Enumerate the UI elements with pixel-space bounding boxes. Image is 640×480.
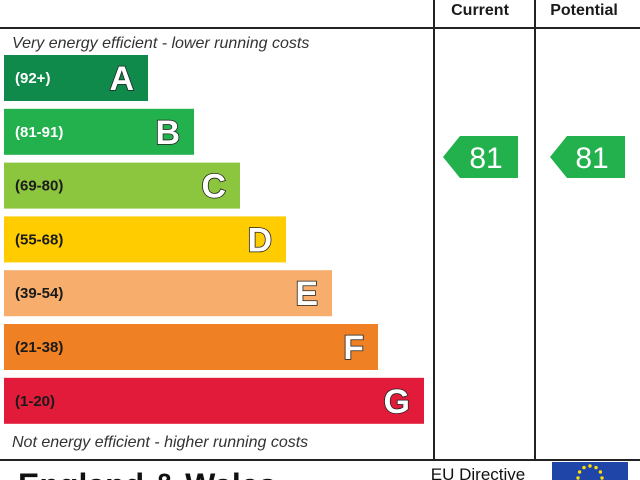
band-b: (81-91) B: [4, 108, 194, 155]
potential-rating-value: 81: [575, 142, 608, 175]
band-d: (55-68) D: [4, 216, 286, 263]
band-range-label: (92+): [15, 70, 50, 87]
current-rating-value: 81: [469, 142, 502, 175]
eu-star: [576, 476, 580, 480]
band-range-label: (69-80): [15, 178, 63, 195]
eu-star: [577, 470, 582, 474]
band-g: (1-20) G: [4, 377, 424, 424]
eu-star: [582, 465, 586, 470]
potential-rating-arrow: 81: [550, 136, 625, 178]
band-bar: [4, 162, 240, 209]
footer-country: England & Wales: [18, 467, 276, 480]
band-letter: D: [247, 221, 272, 259]
band-range-label: (55-68): [15, 231, 63, 248]
potential-column-header: Potential: [550, 2, 618, 19]
band-letter: F: [343, 329, 364, 367]
top-note: Very energy efficient - lower running co…: [12, 35, 309, 52]
band-a: (92+) A: [4, 55, 148, 101]
band-bar: [4, 270, 332, 317]
band-letter: B: [155, 114, 180, 152]
band-bar: [4, 55, 148, 101]
band-range-label: (81-91): [15, 124, 63, 141]
bottom-note: Not energy efficient - higher running co…: [12, 434, 308, 451]
band-letter: A: [109, 60, 134, 98]
band-range-label: (39-54): [15, 285, 63, 302]
band-range-label: (1-20): [15, 393, 55, 410]
band-c: (69-80) C: [4, 162, 240, 209]
band-letter: C: [201, 168, 226, 206]
rating-bands: (92+) A (81-91) B (69-80) C (55-68) D (39-54) E (2…: [4, 55, 424, 424]
potential-rating-shape: [550, 136, 625, 178]
band-bar: [4, 324, 378, 370]
band-range-label: (21-38): [15, 339, 63, 356]
footer-eu-directive: EU Directive: [431, 465, 525, 480]
current-rating-shape: [443, 136, 518, 178]
current-column-header: Current: [451, 2, 509, 19]
eu-star: [588, 464, 592, 468]
band-bar: [4, 216, 286, 263]
current-rating-arrow: 81: [443, 136, 518, 178]
eu-star: [598, 470, 603, 474]
band-bar: [4, 377, 424, 424]
band-f: (21-38) F: [4, 324, 378, 370]
eu-star: [600, 476, 604, 480]
band-letter: G: [384, 383, 410, 421]
band-e: (39-54) E: [4, 270, 332, 317]
chart-frame: [0, 0, 640, 461]
eu-flag-icon: [552, 462, 628, 480]
band-bar: [4, 108, 194, 155]
band-letter: E: [295, 275, 318, 313]
eu-star: [594, 465, 598, 470]
